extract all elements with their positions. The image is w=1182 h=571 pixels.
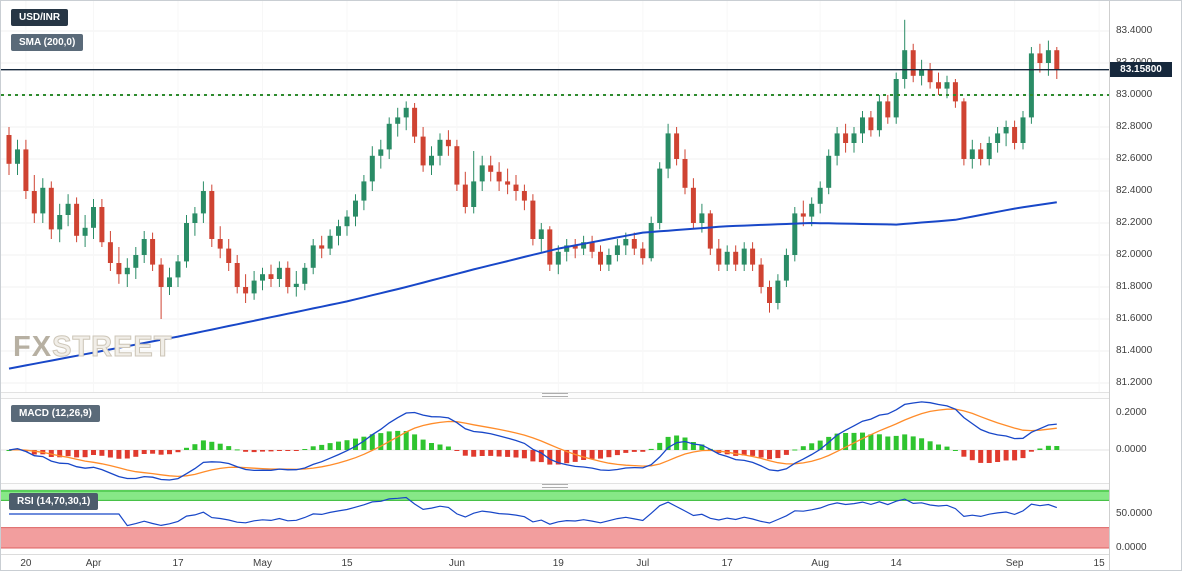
- time-tick-label: 15: [1093, 558, 1105, 569]
- axis-tick-label: 83.0000: [1116, 89, 1153, 100]
- symbol-badge: USD/INR: [11, 9, 69, 26]
- fxstreet-watermark: FXSTREET: [13, 331, 172, 364]
- time-tick-label: 17: [721, 558, 733, 569]
- axis-tick-label: 81.4000: [1116, 345, 1153, 356]
- axis-tick-label: 82.2000: [1116, 217, 1153, 228]
- sma-legend-badge: SMA (200,0): [11, 34, 84, 51]
- axis-tick-label: 82.4000: [1116, 185, 1153, 196]
- time-tick-label: 15: [341, 558, 353, 569]
- axis-tick-label: 50.0000: [1116, 508, 1153, 519]
- axis-tick-label: 0.0000: [1116, 542, 1147, 553]
- time-axis[interactable]: 20 Apr 17 May 15 Jun 19 Jul 17 Aug 14 Sep 15: [1, 554, 1109, 570]
- axis-tick-label: 82.8000: [1116, 121, 1153, 132]
- axis-tick-label: 81.2000: [1116, 377, 1153, 388]
- time-tick-label: Jul: [636, 558, 650, 569]
- macd-pane: MACD (12,26,9): [1, 399, 1109, 483]
- watermark-street: STREET: [52, 331, 173, 364]
- splitter-grip-icon[interactable]: [542, 393, 568, 397]
- pane-splitter[interactable]: [1, 392, 1109, 399]
- time-tick-label: May: [253, 558, 272, 569]
- axis-tick-label: 83.4000: [1116, 25, 1153, 36]
- axis-tick-label: 82.6000: [1116, 153, 1153, 164]
- splitter-grip-icon[interactable]: [542, 484, 568, 488]
- rsi-chart-canvas[interactable]: [1, 490, 1109, 554]
- time-tick-label: 20: [20, 558, 32, 569]
- pane-splitter[interactable]: [1, 483, 1109, 490]
- price-axis[interactable]: 83.15800 83.400083.200083.000082.800082.…: [1109, 1, 1181, 570]
- watermark-fx: FX: [13, 331, 53, 363]
- last-price-badge: 83.15800: [1110, 61, 1172, 77]
- macd-legend-badge: MACD (12,26,9): [11, 405, 100, 422]
- time-tick-label: Sep: [1005, 558, 1024, 569]
- time-tick-label: 14: [890, 558, 902, 569]
- time-tick-label: 19: [552, 558, 564, 569]
- price-pane: USD/INR SMA (200,0) FXSTREET: [1, 1, 1109, 392]
- macd-chart-canvas[interactable]: [1, 399, 1109, 483]
- time-tick-label: Aug: [811, 558, 830, 569]
- time-tick-label: 17: [172, 558, 184, 569]
- rsi-legend-badge: RSI (14,70,30,1): [9, 493, 99, 510]
- axis-tick-label: 81.6000: [1116, 313, 1153, 324]
- axis-tick-label: 81.8000: [1116, 281, 1153, 292]
- axis-tick-label: 0.0000: [1116, 444, 1147, 455]
- time-tick-label: Jun: [448, 558, 465, 569]
- time-tick-label: Apr: [85, 558, 102, 569]
- axis-tick-label: 0.2000: [1116, 407, 1147, 418]
- rsi-pane: RSI (14,70,30,1): [1, 490, 1109, 554]
- price-chart-canvas[interactable]: [1, 1, 1109, 392]
- axis-tick-label: 82.0000: [1116, 249, 1153, 260]
